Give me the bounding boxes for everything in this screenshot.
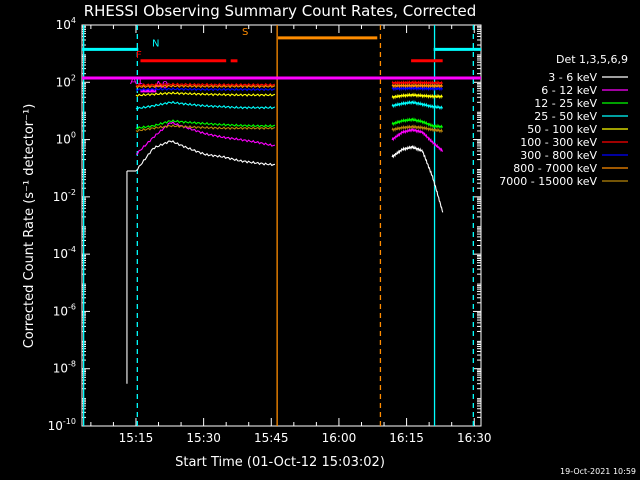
plot-area: 10-10 10-8 10-6 10-4 10-2 100 102 104 15:15 15:3… bbox=[48, 16, 492, 445]
x-tick-label: 16:00 bbox=[322, 431, 357, 445]
x-axis: 15:15 15:30 15:45 16:00 16:15 16:30 bbox=[90, 25, 492, 445]
series-line-segment bbox=[135, 87, 276, 92]
legend-entry-label: 50 - 100 keV bbox=[527, 123, 597, 136]
series-line-segment bbox=[135, 121, 276, 155]
legend-entry-label: 7000 - 15000 keV bbox=[499, 175, 597, 188]
series-line-segment bbox=[135, 124, 276, 133]
legend-entry-label: 300 - 800 keV bbox=[520, 149, 597, 162]
y-tick-label: 100 bbox=[56, 131, 76, 147]
y-tick-label: 102 bbox=[56, 73, 76, 89]
series-lines bbox=[126, 79, 444, 384]
y-axis-label: Corrected Count Rate (s⁻¹ detector⁻¹) bbox=[22, 104, 37, 349]
y-tick-label: 10-6 bbox=[53, 302, 76, 318]
series-line-segment bbox=[135, 100, 276, 111]
y-tick-label: 10-8 bbox=[53, 360, 76, 376]
x-tick-label: 15:15 bbox=[119, 431, 154, 445]
series-line-segment bbox=[391, 144, 444, 213]
x-tick-label: 16:30 bbox=[457, 431, 492, 445]
series-line-segment bbox=[391, 124, 444, 134]
x-tick-label: 16:15 bbox=[389, 431, 424, 445]
series-line-segment bbox=[391, 117, 444, 130]
series-line-segment bbox=[135, 119, 276, 130]
series-line-segment bbox=[135, 91, 276, 97]
plot-frame bbox=[81, 24, 482, 427]
series-line-segment bbox=[391, 99, 444, 111]
legend-entry-label: 6 - 12 keV bbox=[541, 84, 597, 97]
y-tick-label: 10-10 bbox=[48, 417, 76, 433]
flag-label: S bbox=[242, 27, 248, 38]
legend-entry-label: 800 - 7000 keV bbox=[513, 162, 597, 175]
y-tick-label: 10-4 bbox=[53, 245, 76, 261]
flag-label: N bbox=[152, 38, 159, 49]
x-axis-label: Start Time (01-Oct-12 15:03:02) bbox=[175, 455, 385, 470]
legend-entry-label: 3 - 6 keV bbox=[548, 71, 597, 84]
vertical-markers bbox=[83, 25, 474, 426]
series-line-segment bbox=[391, 79, 444, 86]
legend-entry-label: 25 - 50 keV bbox=[534, 110, 597, 123]
series-line-segment bbox=[391, 82, 444, 89]
flag-label: A1 bbox=[130, 76, 143, 87]
legend-entry-label: 100 - 300 keV bbox=[520, 136, 597, 149]
series-line-segment bbox=[135, 140, 276, 172]
flag-label: F bbox=[136, 50, 142, 61]
legend-title: Det 1,3,5,6,9 bbox=[556, 53, 628, 66]
y-tick-label: 10-2 bbox=[53, 188, 76, 204]
series-line-segment bbox=[391, 85, 443, 92]
x-tick-label: 15:30 bbox=[186, 431, 221, 445]
series-line-segment bbox=[391, 127, 444, 153]
series-line-segment bbox=[135, 82, 276, 87]
series-line-segment bbox=[135, 84, 276, 89]
legend-entry-label: 12 - 25 keV bbox=[534, 97, 597, 110]
x-tick-label: 15:45 bbox=[254, 431, 289, 445]
footer-timestamp: 19-Oct-2021 10:59 bbox=[560, 467, 636, 476]
chart-title: RHESSI Observing Summary Count Rates, Co… bbox=[84, 2, 477, 20]
series-line-segment bbox=[391, 92, 443, 100]
y-tick-label: 104 bbox=[56, 16, 76, 32]
